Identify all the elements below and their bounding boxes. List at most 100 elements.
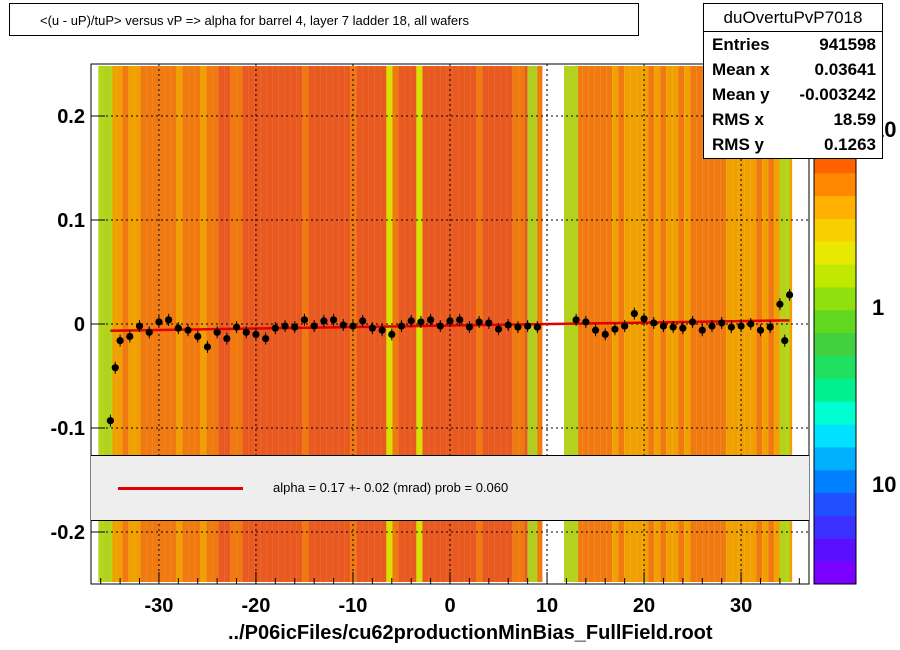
profile-point bbox=[300, 316, 309, 324]
colorbar-cell bbox=[814, 538, 856, 562]
profile-point bbox=[291, 323, 299, 331]
stats-value: 0.03641 bbox=[814, 60, 876, 79]
profile-point bbox=[679, 324, 687, 332]
heatmap-column bbox=[672, 66, 679, 582]
profile-point bbox=[533, 323, 541, 331]
colorbar-cell bbox=[814, 286, 856, 311]
profile-point bbox=[174, 324, 182, 332]
heatmap-column bbox=[110, 66, 117, 582]
heatmap-column bbox=[696, 66, 703, 582]
heatmap-column bbox=[200, 66, 207, 582]
heatmap-column bbox=[140, 66, 147, 582]
profile-point bbox=[155, 318, 163, 326]
x-axis-file-label: ../P06icFiles/cu62productionMinBias_Full… bbox=[228, 622, 713, 644]
stats-label: RMS x bbox=[712, 110, 764, 129]
profile-point bbox=[659, 322, 668, 330]
profile-point bbox=[669, 323, 677, 331]
profile-point bbox=[485, 319, 493, 327]
profile-point bbox=[397, 322, 406, 330]
profile-point bbox=[417, 318, 425, 326]
colorbar-cell bbox=[814, 446, 856, 471]
heatmap-column bbox=[182, 66, 189, 582]
heatmap-column bbox=[356, 66, 363, 582]
heatmap-column bbox=[726, 66, 733, 582]
colorbar-cell bbox=[814, 218, 856, 242]
profile-point bbox=[718, 319, 726, 327]
y-tick-label: 0.2 bbox=[57, 106, 85, 128]
heatmap-column bbox=[362, 66, 369, 582]
profile-point bbox=[785, 291, 794, 299]
stats-row-rms-y: RMS y 0.1263 bbox=[704, 132, 882, 157]
profile-point bbox=[465, 323, 474, 331]
profile-point bbox=[630, 310, 638, 318]
profile-point bbox=[475, 318, 483, 326]
profile-point bbox=[781, 337, 789, 345]
profile-point bbox=[572, 316, 580, 324]
heatmap-column bbox=[236, 66, 243, 582]
heatmap-column bbox=[702, 66, 709, 582]
profile-point bbox=[621, 322, 629, 330]
heatmap-column bbox=[326, 66, 333, 582]
heatmap-column bbox=[440, 66, 447, 582]
x-tick-label: -20 bbox=[241, 595, 270, 617]
colorbar-cell bbox=[814, 561, 856, 585]
profile-point bbox=[339, 321, 347, 329]
stats-row-mean-y: Mean y -0.003242 bbox=[704, 82, 882, 107]
colorbar-cell bbox=[814, 424, 856, 448]
profile-point bbox=[747, 320, 755, 328]
y-tick-label: 0.1 bbox=[57, 210, 85, 232]
profile-point bbox=[252, 330, 260, 338]
profile-point bbox=[106, 417, 115, 425]
heatmap-column bbox=[332, 66, 339, 582]
colorbar-cell bbox=[814, 195, 856, 219]
profile-point bbox=[329, 316, 338, 324]
profile-point bbox=[184, 326, 192, 334]
x-tick-label: 30 bbox=[730, 595, 752, 617]
colorbar-cell bbox=[814, 309, 856, 334]
colorbar-cell bbox=[814, 378, 856, 402]
profile-point bbox=[135, 322, 144, 330]
colorbar-cell bbox=[814, 172, 856, 197]
profile-point bbox=[223, 334, 231, 343]
profile-point bbox=[727, 323, 735, 331]
y-tick-label: 0 bbox=[74, 314, 85, 336]
y-tick-label: -0.2 bbox=[51, 522, 85, 544]
colorbar-cell bbox=[814, 469, 856, 494]
stats-value: 0.1263 bbox=[824, 135, 876, 154]
profile-point bbox=[494, 325, 503, 333]
profile-point bbox=[504, 321, 512, 329]
stats-name: duOvertuPvP7018 bbox=[704, 4, 882, 32]
profile-point bbox=[281, 322, 289, 330]
x-tick-label: 20 bbox=[633, 595, 655, 617]
colorbar-label: 1 bbox=[872, 295, 884, 320]
heatmap-column bbox=[422, 66, 429, 582]
profile-point bbox=[368, 324, 376, 332]
heatmap-column bbox=[122, 66, 129, 582]
profile-point bbox=[766, 323, 774, 331]
colorbar-cell bbox=[814, 241, 856, 265]
profile-point bbox=[242, 328, 250, 336]
heatmap-edge bbox=[779, 66, 790, 582]
x-tick-label: 10 bbox=[536, 595, 558, 617]
profile-point bbox=[320, 317, 328, 325]
heatmap-column bbox=[206, 66, 213, 582]
x-tick-label: -30 bbox=[144, 595, 173, 617]
stats-value: 941598 bbox=[819, 35, 876, 54]
profile-point bbox=[310, 322, 318, 330]
stats-label: RMS y bbox=[712, 135, 764, 154]
profile-point bbox=[271, 324, 279, 332]
stats-label: Mean x bbox=[712, 60, 770, 79]
colorbar-label: 10 bbox=[872, 472, 896, 497]
heatmap-column bbox=[380, 66, 387, 582]
colorbar-cell bbox=[814, 401, 856, 425]
heatmap-column bbox=[642, 66, 649, 582]
plot-title: <(u - uP)/tuP> versus vP => alpha for ba… bbox=[40, 13, 469, 28]
profile-point bbox=[203, 343, 212, 351]
profile-point bbox=[446, 317, 454, 325]
y-tick-label: -0.1 bbox=[51, 418, 85, 440]
profile-point bbox=[111, 364, 119, 372]
x-tick-label: 0 bbox=[444, 595, 455, 617]
profile-point bbox=[262, 334, 270, 343]
heatmap-column bbox=[176, 66, 183, 582]
stats-value: 18.59 bbox=[833, 110, 876, 129]
